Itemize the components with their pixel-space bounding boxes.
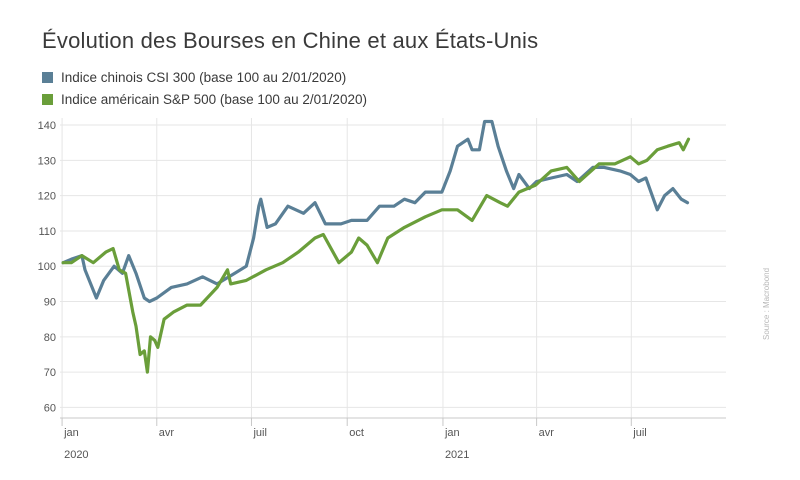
legend-swatch-sp500 <box>42 93 53 105</box>
y-tick-label: 60 <box>44 402 56 414</box>
x-year-label: 2021 <box>445 449 469 461</box>
y-tick-label: 80 <box>44 332 56 344</box>
x-tick-label: jan <box>444 427 460 439</box>
legend-label-sp500: Indice américain S&P 500 (base 100 au 2/… <box>61 91 367 107</box>
series-lines <box>61 119 691 374</box>
series-line-sp500 <box>61 137 691 374</box>
y-tick-label: 140 <box>38 120 56 132</box>
y-tick-label: 130 <box>38 155 56 167</box>
legend: Indice chinois CSI 300 (base 100 au 2/01… <box>42 66 367 110</box>
x-tick-label: avr <box>159 427 175 439</box>
y-tick-label: 70 <box>44 367 56 379</box>
y-axis-labels: 60 70 80 90 100 110 120 130 140 <box>38 120 56 414</box>
x-year-label: 2020 <box>64 449 88 461</box>
x-tick-label: juil <box>632 427 646 439</box>
legend-item-csi300: Indice chinois CSI 300 (base 100 au 2/01… <box>42 66 367 88</box>
chart-title: Évolution des Bourses en Chine et aux Ét… <box>42 28 539 53</box>
x-axis-labels: jan 2020 avr juil oct jan 2021 avr juil <box>63 427 647 461</box>
y-tick-label: 120 <box>38 191 56 203</box>
x-tick-label: oct <box>349 427 364 439</box>
x-tick-label: jan <box>63 427 79 439</box>
source-note: Source : Macrobond <box>762 267 771 340</box>
x-axis <box>60 417 726 426</box>
x-tick-label: juil <box>252 427 266 439</box>
y-tick-label: 110 <box>38 226 56 238</box>
legend-swatch-csi300 <box>42 71 53 83</box>
legend-item-sp500: Indice américain S&P 500 (base 100 au 2/… <box>42 88 367 110</box>
grid-lines <box>60 118 726 418</box>
legend-label-csi300: Indice chinois CSI 300 (base 100 au 2/01… <box>61 69 347 85</box>
y-tick-label: 100 <box>38 261 56 273</box>
x-tick-label: avr <box>539 427 555 439</box>
y-tick-label: 90 <box>44 297 56 309</box>
